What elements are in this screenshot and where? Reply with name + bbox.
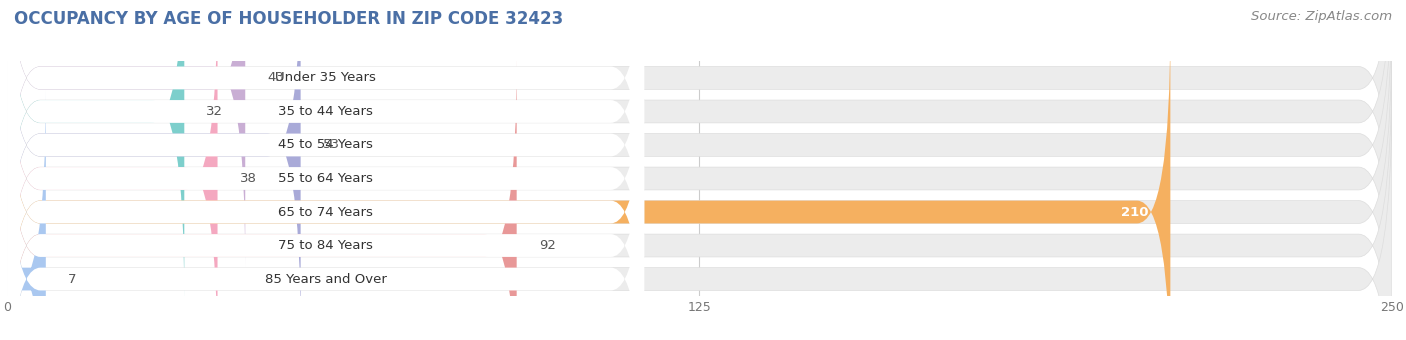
FancyBboxPatch shape [7, 56, 1392, 340]
FancyBboxPatch shape [7, 0, 1392, 268]
Text: Under 35 Years: Under 35 Years [276, 71, 375, 84]
FancyBboxPatch shape [7, 56, 516, 340]
Text: 85 Years and Over: 85 Years and Over [264, 273, 387, 286]
FancyBboxPatch shape [7, 89, 1392, 340]
FancyBboxPatch shape [7, 0, 301, 335]
FancyBboxPatch shape [7, 0, 1392, 301]
Text: 53: 53 [323, 138, 340, 152]
Text: 43: 43 [267, 71, 284, 84]
Text: 38: 38 [239, 172, 256, 185]
FancyBboxPatch shape [7, 0, 644, 335]
FancyBboxPatch shape [7, 0, 1392, 340]
FancyBboxPatch shape [7, 56, 644, 340]
FancyBboxPatch shape [7, 0, 1392, 335]
Text: 75 to 84 Years: 75 to 84 Years [278, 239, 373, 252]
Text: 45 to 54 Years: 45 to 54 Years [278, 138, 373, 152]
Text: 210: 210 [1121, 205, 1149, 219]
FancyBboxPatch shape [7, 0, 245, 268]
Text: 92: 92 [538, 239, 555, 252]
FancyBboxPatch shape [7, 0, 644, 301]
FancyBboxPatch shape [7, 0, 644, 268]
FancyBboxPatch shape [7, 89, 46, 340]
FancyBboxPatch shape [7, 22, 644, 340]
Text: 55 to 64 Years: 55 to 64 Years [278, 172, 373, 185]
FancyBboxPatch shape [7, 89, 644, 340]
Text: 65 to 74 Years: 65 to 74 Years [278, 205, 373, 219]
Text: Source: ZipAtlas.com: Source: ZipAtlas.com [1251, 10, 1392, 23]
FancyBboxPatch shape [7, 0, 644, 340]
FancyBboxPatch shape [7, 0, 218, 340]
FancyBboxPatch shape [7, 22, 1170, 340]
Text: 7: 7 [67, 273, 76, 286]
Text: 35 to 44 Years: 35 to 44 Years [278, 105, 373, 118]
Text: OCCUPANCY BY AGE OF HOUSEHOLDER IN ZIP CODE 32423: OCCUPANCY BY AGE OF HOUSEHOLDER IN ZIP C… [14, 10, 564, 28]
FancyBboxPatch shape [7, 22, 1392, 340]
Text: 32: 32 [207, 105, 224, 118]
FancyBboxPatch shape [7, 0, 184, 301]
